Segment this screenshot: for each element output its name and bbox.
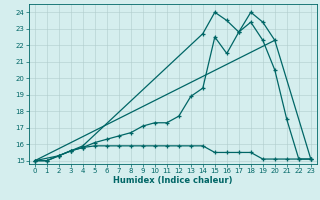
X-axis label: Humidex (Indice chaleur): Humidex (Indice chaleur) — [113, 176, 233, 185]
